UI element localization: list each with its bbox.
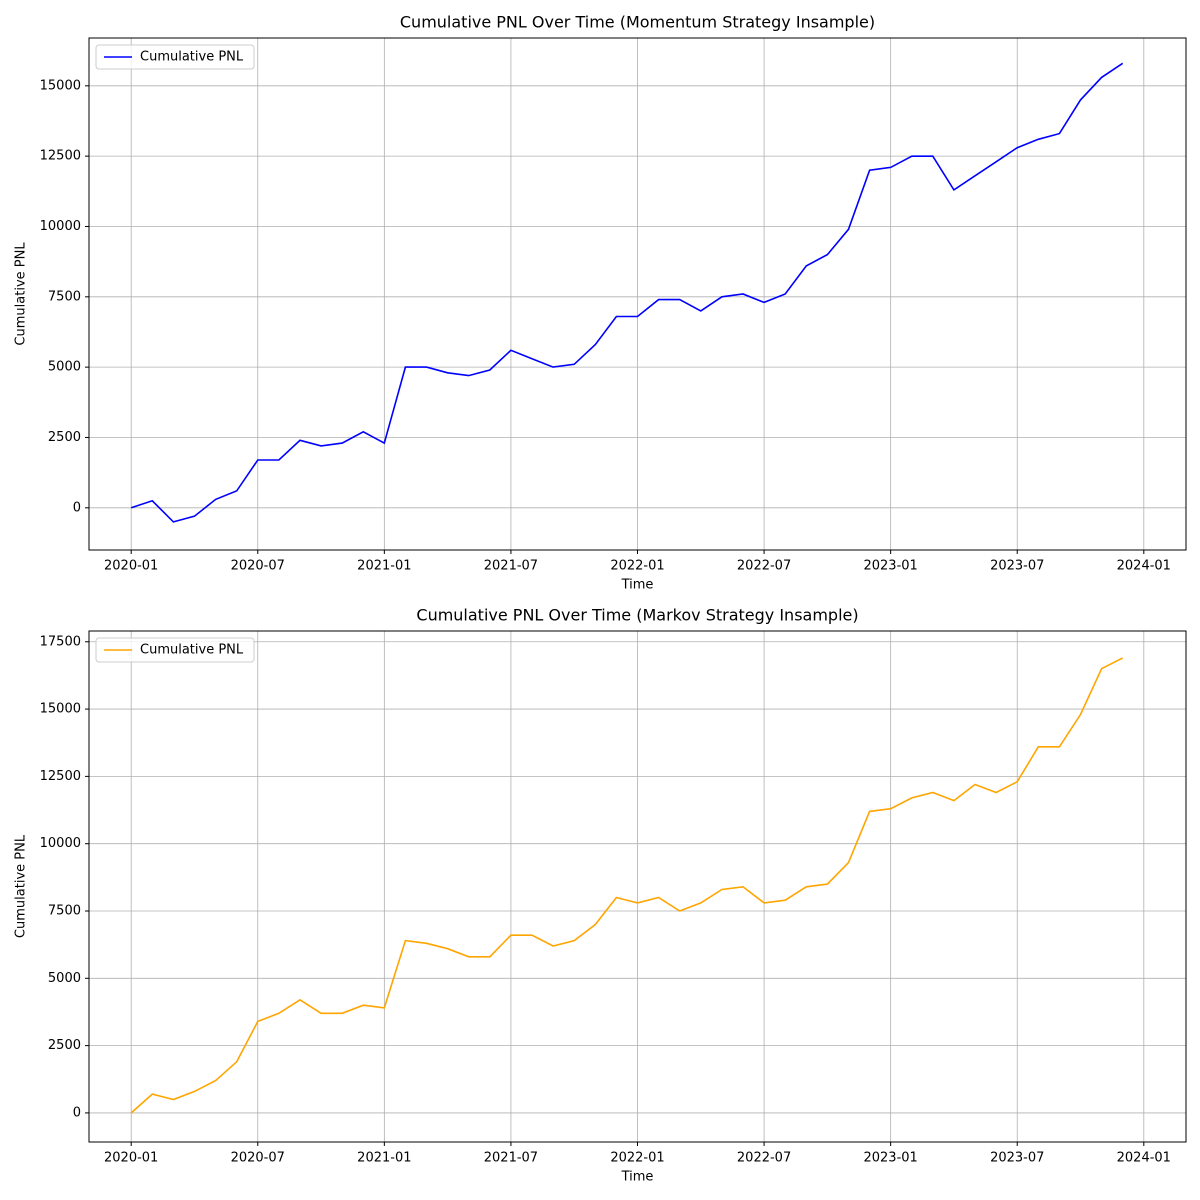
x-tick-label: 2020-01 [104, 559, 158, 574]
axes-frame [88, 37, 1187, 551]
x-axis-label: Time [621, 578, 654, 593]
data-line [130, 62, 1124, 523]
y-tick-label: 5000 [48, 360, 81, 375]
x-tick-label: 2023-01 [863, 1151, 917, 1166]
x-axis-label: Time [621, 1170, 654, 1185]
y-tick-label: 0 [73, 1105, 81, 1120]
x-tick-label: 2020-01 [104, 1151, 158, 1166]
y-tick-label: 5000 [48, 971, 81, 986]
y-tick-label: 12500 [40, 149, 81, 164]
y-tick-label: 10000 [40, 836, 81, 851]
y-tick-label: 12500 [40, 769, 81, 784]
y-tick-label: 2500 [48, 1038, 81, 1053]
x-tick-label: 2021-01 [357, 559, 411, 574]
x-tick-label: 2022-07 [737, 559, 791, 574]
y-axis-label: Cumulative PNL [14, 834, 29, 938]
y-tick-label: 15000 [40, 702, 81, 717]
legend-box [95, 637, 255, 663]
chart-title: Cumulative PNL Over Time (Momentum Strat… [400, 13, 875, 32]
data-line [130, 657, 1124, 1114]
y-tick-label: 15000 [40, 78, 81, 93]
y-axis-label: Cumulative PNL [14, 242, 29, 346]
x-tick-label: 2023-07 [990, 1151, 1044, 1166]
x-tick-label: 2020-07 [231, 559, 285, 574]
legend-label: Cumulative PNL [140, 50, 244, 65]
y-tick-label: 7500 [48, 289, 81, 304]
x-tick-label: 2022-07 [737, 1151, 791, 1166]
x-tick-label: 2021-01 [357, 1151, 411, 1166]
x-tick-label: 2020-07 [231, 1151, 285, 1166]
x-tick-label: 2024-01 [1117, 1151, 1171, 1166]
x-tick-label: 2023-01 [863, 559, 917, 574]
chart-title: Cumulative PNL Over Time (Markov Strateg… [416, 606, 858, 625]
x-tick-label: 2022-01 [610, 559, 664, 574]
x-tick-label: 2024-01 [1117, 559, 1171, 574]
y-tick-label: 0 [73, 500, 81, 515]
axes-frame [88, 630, 1187, 1143]
x-tick-label: 2023-07 [990, 559, 1044, 574]
legend-box [95, 44, 255, 70]
x-tick-label: 2021-07 [484, 1151, 538, 1166]
x-tick-label: 2022-01 [610, 1151, 664, 1166]
y-tick-label: 2500 [48, 430, 81, 445]
y-tick-label: 17500 [40, 634, 81, 649]
y-tick-label: 7500 [48, 904, 81, 919]
legend-label: Cumulative PNL [140, 643, 244, 658]
y-tick-label: 10000 [40, 219, 81, 234]
x-tick-label: 2021-07 [484, 559, 538, 574]
